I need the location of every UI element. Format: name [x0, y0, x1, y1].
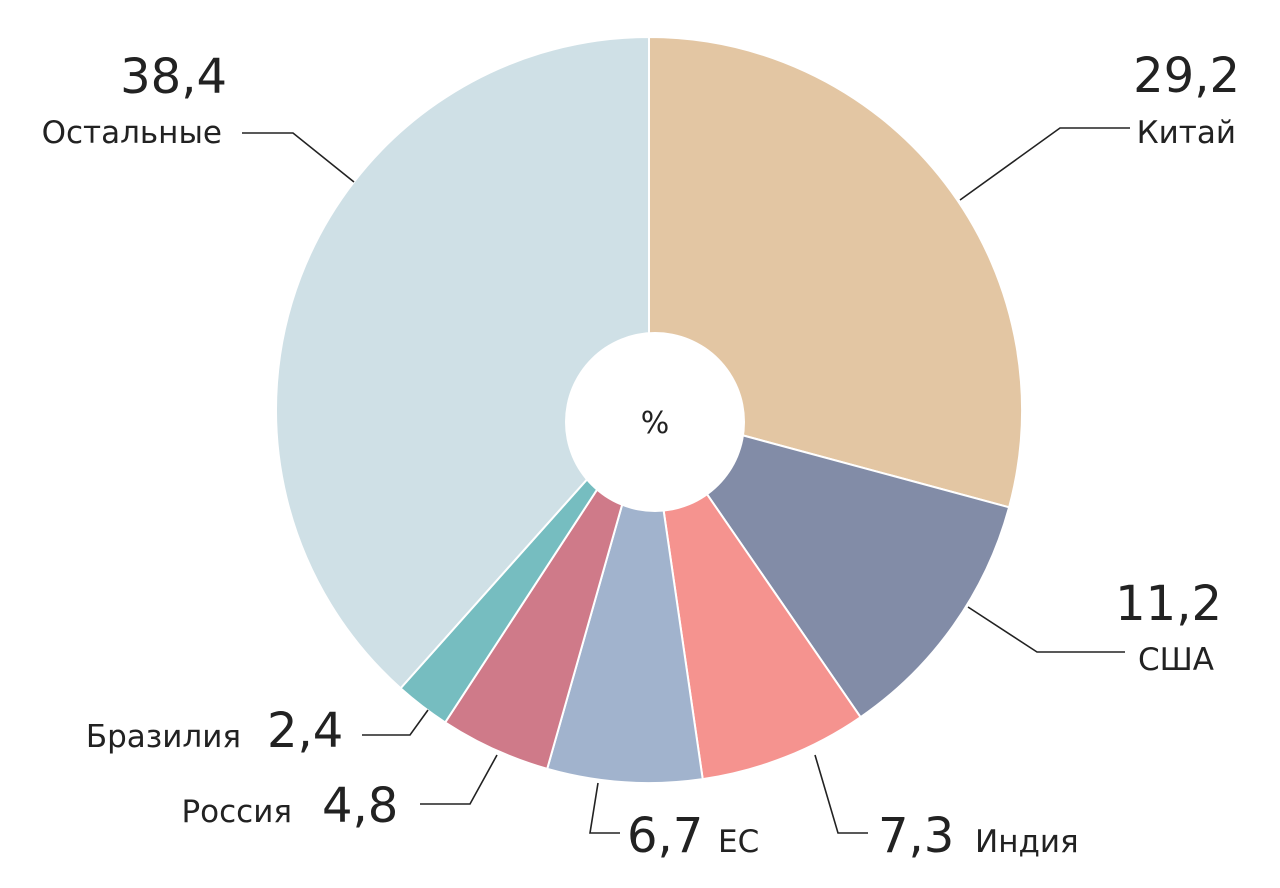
category-label-brazil: Бразилия — [86, 719, 241, 755]
value-label-china: 29,2 — [1133, 48, 1240, 104]
slice-china — [648, 35, 1023, 509]
center-hole — [565, 332, 745, 512]
category-label-others: Остальные — [42, 115, 222, 151]
value-label-others: 38,4 — [120, 49, 227, 105]
slice-eu — [545, 409, 704, 784]
category-label-china: Китай — [1137, 115, 1236, 151]
slice-labels: 29,2 Китай 11,2 США 7,3 Индия 6,7 ЕС 4,8 Россия 2,… — [42, 48, 1240, 864]
leader-line-brazil — [362, 709, 429, 736]
category-label-india: Индия — [975, 824, 1079, 860]
slice-usa — [646, 408, 1011, 719]
pie-slices — [275, 35, 1023, 784]
slice-india — [648, 409, 862, 781]
value-label-brazil: 2,4 — [267, 703, 343, 759]
leader-line-china — [959, 127, 1130, 201]
category-label-russia: Россия — [181, 794, 292, 830]
value-label-russia: 4,8 — [322, 778, 398, 834]
leader-line-eu — [589, 782, 620, 834]
category-label-eu: ЕС — [718, 824, 759, 860]
value-label-eu: 6,7 — [627, 808, 703, 864]
center-unit-label: % — [641, 406, 670, 441]
leader-lines — [242, 127, 1130, 834]
leader-line-russia — [420, 754, 498, 805]
slice-others — [275, 35, 650, 690]
leader-line-usa — [967, 606, 1125, 653]
category-label-usa: США — [1138, 642, 1214, 678]
value-label-india: 7,3 — [878, 808, 954, 864]
leader-line-india — [814, 754, 868, 834]
leader-line-others — [242, 132, 355, 183]
value-label-usa: 11,2 — [1115, 576, 1222, 632]
